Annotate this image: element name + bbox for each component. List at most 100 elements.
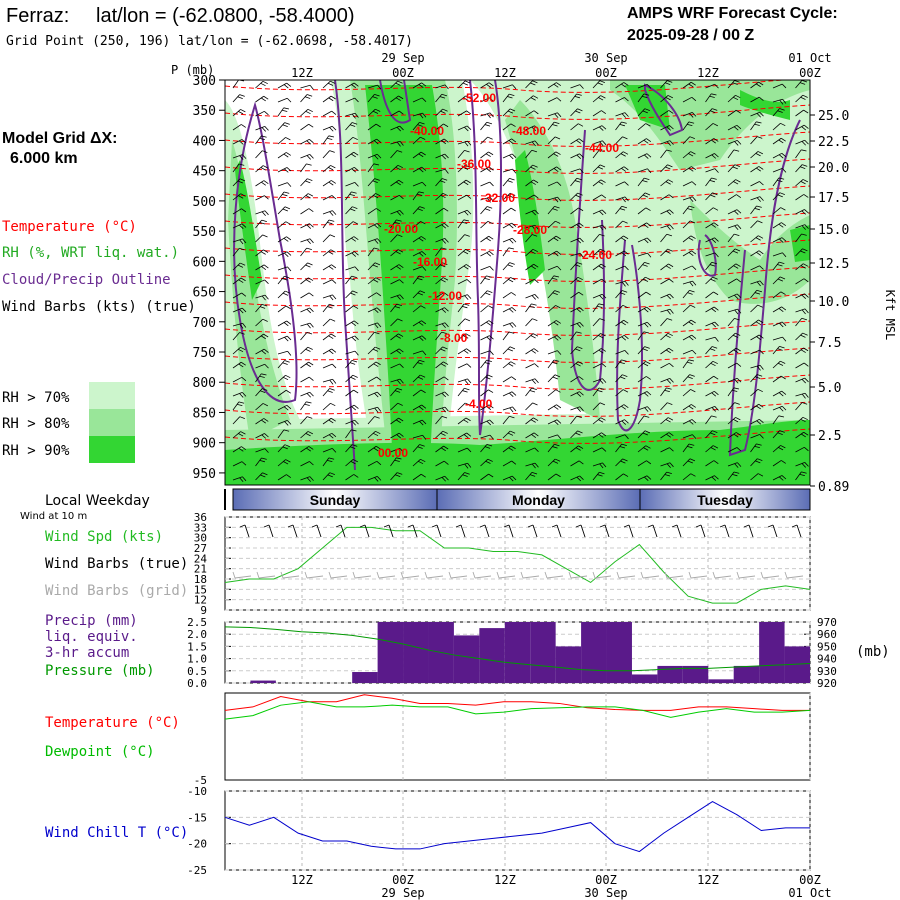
panel-frame (224, 516, 811, 611)
wind-barb (705, 321, 719, 328)
wind-barb (480, 320, 494, 327)
wind-barb (300, 94, 313, 103)
wind-barb (457, 110, 472, 117)
y-tick-label: 33 (194, 521, 207, 534)
cloud-outline (697, 234, 717, 277)
wind-barb (727, 164, 740, 173)
wind-barb (277, 97, 292, 103)
wind-barb (300, 461, 314, 467)
wind-barb (232, 416, 245, 425)
wind-barb (795, 392, 809, 399)
wind-barb (525, 224, 539, 231)
wind-barb (772, 460, 786, 467)
wind-barb (390, 447, 404, 453)
wind-barb (255, 333, 269, 341)
wind-barb (525, 318, 538, 327)
height-tick: 7.5 (818, 336, 841, 351)
wind-barb (547, 205, 560, 215)
wind-barb (435, 168, 449, 174)
wind-barb (525, 378, 539, 385)
wind-barb (367, 307, 382, 314)
wind-barb (457, 80, 471, 89)
wind-barb (727, 471, 740, 481)
legend-rh80-swatch (89, 409, 135, 436)
wind-barb (547, 166, 562, 173)
cross-section-plot: -52.00 -48.00 -44.00 -40.00 -36.00 -32.00 -28.… (224, 79, 811, 486)
temperature-contour-label: -12.00 (428, 289, 462, 303)
wind-barb (412, 206, 425, 215)
wind-barb (277, 152, 291, 159)
wind-barb (637, 192, 651, 201)
wind-barb (570, 108, 583, 117)
wind-barb (570, 475, 584, 482)
wind-barb (367, 430, 381, 439)
wind-barb (255, 457, 267, 467)
wind-barb (457, 387, 470, 397)
wind-barb (660, 248, 673, 257)
wind-barb (412, 181, 427, 187)
wind-barb (412, 191, 425, 201)
wind-barb (682, 265, 697, 271)
wind-barb (660, 278, 674, 285)
wind-barb (592, 402, 606, 411)
wind-barb (412, 121, 425, 131)
wind-barb (300, 446, 314, 453)
wind-barb (660, 378, 674, 384)
wind-barb (525, 462, 539, 469)
wind-barb (232, 307, 247, 314)
rh-shading (225, 80, 810, 485)
wind-barb (502, 391, 517, 398)
surface-wind-barb (431, 524, 442, 538)
wind-barb (255, 318, 268, 327)
wind-barb (345, 182, 359, 187)
wind-barb (480, 335, 494, 341)
legend-rh70-swatch (89, 382, 135, 409)
wind-barb (300, 84, 314, 90)
wind-barb (637, 321, 652, 328)
wind-barb (480, 473, 494, 481)
wind-barb (322, 95, 336, 103)
wind-barb (457, 417, 471, 425)
pressure-axis-title: P (mb) (171, 63, 214, 77)
wind-barb (615, 374, 628, 383)
pressure-tick: 500 (193, 195, 216, 210)
wind-height-label: Wind at 10 m (20, 511, 87, 522)
wind-barb (795, 293, 809, 300)
wind-barb (727, 447, 742, 453)
wind-barb (592, 303, 605, 313)
wind-barb (660, 224, 674, 231)
wind-barb (277, 221, 291, 229)
wind-barb (390, 387, 403, 397)
wind-barb (300, 416, 313, 425)
wind-barb (435, 247, 447, 257)
precip-bar (581, 622, 607, 683)
wind-barb (682, 359, 695, 369)
wind-barb (592, 348, 606, 355)
wind-barb (682, 289, 695, 299)
wind-barb (795, 263, 809, 271)
wind-barb (502, 376, 517, 383)
wind-barb (300, 361, 314, 369)
grid-wind-barb (544, 571, 564, 579)
temperature-contour (225, 158, 810, 174)
wind-barb (682, 136, 695, 145)
wind-barb (277, 290, 291, 299)
surface-wind-barb (743, 524, 754, 538)
wind-barb (795, 431, 809, 439)
grid-wind-barb (520, 571, 540, 579)
wind-barb (345, 112, 359, 119)
wind-barb (727, 402, 740, 411)
wind-barb (637, 207, 651, 215)
wind-barb (435, 238, 449, 244)
wind-barb (322, 165, 336, 173)
wind-barb (705, 237, 719, 244)
wind-barb (727, 332, 741, 341)
wind-barb (480, 266, 494, 271)
grid-wind-barb (784, 571, 804, 579)
height-tick: 22.5 (818, 135, 849, 150)
wind-barb (345, 290, 358, 299)
wind-barb (570, 406, 584, 413)
precip-bar (453, 635, 480, 683)
wind-barb (547, 419, 562, 426)
wind-barb (232, 262, 246, 271)
